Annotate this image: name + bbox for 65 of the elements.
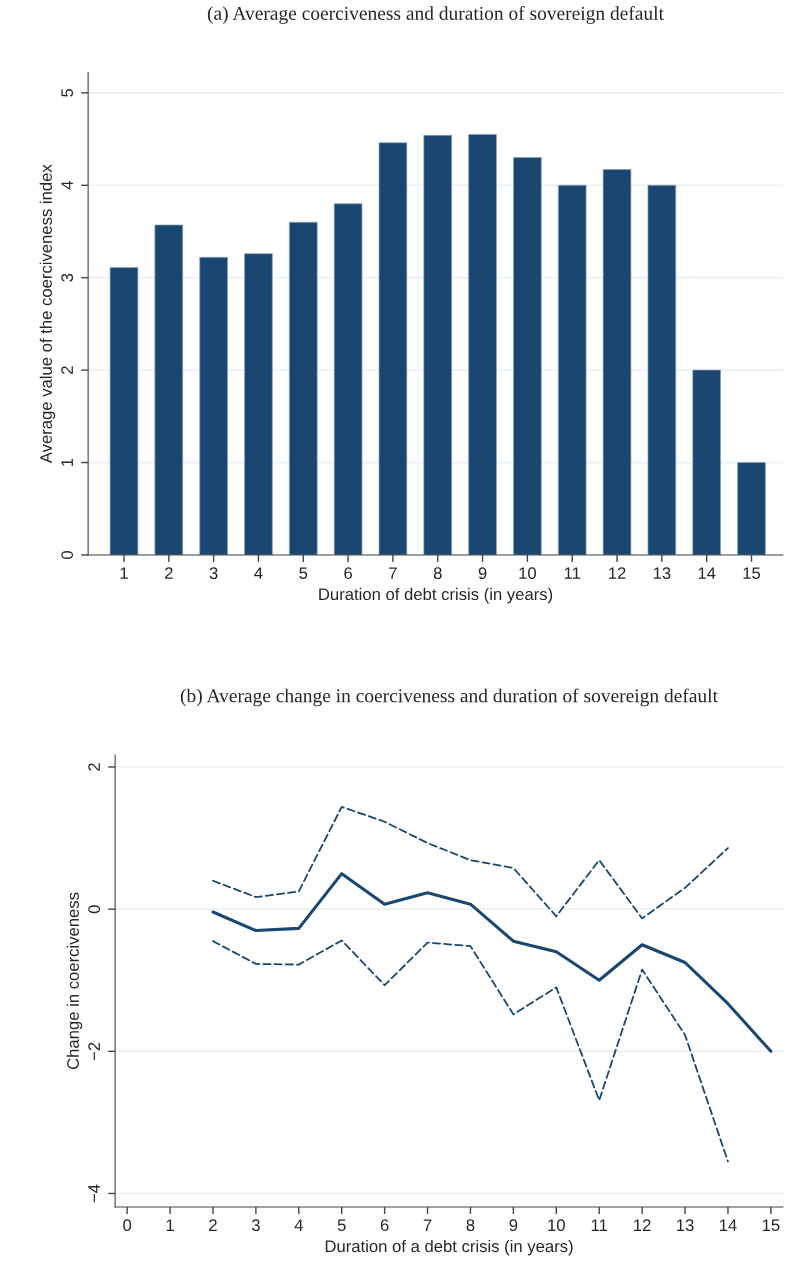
bar bbox=[199, 257, 228, 555]
y-tick-label: 2 bbox=[88, 763, 100, 771]
x-tick-label: 11 bbox=[564, 567, 581, 579]
x-tick-label: 7 bbox=[389, 567, 397, 579]
x-tick-label: 2 bbox=[165, 567, 173, 579]
x-tick-label: 8 bbox=[466, 1219, 475, 1232]
x-axis-title: Duration of a debt crisis (in years) bbox=[325, 1239, 573, 1256]
x-tick-label: 13 bbox=[653, 567, 671, 580]
line-series bbox=[211, 872, 773, 1053]
x-axis-title: Duration of debt crisis (in years) bbox=[319, 587, 553, 604]
bar bbox=[602, 169, 632, 555]
y-tick-label: 1 bbox=[61, 458, 73, 466]
x-tick-label: 0 bbox=[123, 1219, 132, 1232]
x-tick-label: 3 bbox=[209, 567, 218, 580]
line-series bbox=[212, 939, 729, 1163]
x-tick-label: 12 bbox=[609, 567, 626, 579]
bar bbox=[109, 267, 139, 555]
bar bbox=[692, 369, 721, 555]
y-tick-label: 0 bbox=[61, 550, 74, 559]
y-tick-label: 5 bbox=[61, 88, 74, 97]
x-tick-label: 14 bbox=[698, 567, 716, 579]
x-tick-label: 8 bbox=[433, 567, 442, 580]
x-tick-label: 9 bbox=[478, 567, 487, 580]
y-axis-title: Change in coerciveness bbox=[66, 892, 83, 1070]
x-tick-label: 15 bbox=[762, 1219, 780, 1232]
y-tick-label: 0 bbox=[88, 905, 101, 914]
bar bbox=[244, 253, 273, 555]
y-tick-label: 3 bbox=[61, 273, 74, 282]
x-tick-label: 10 bbox=[548, 1219, 565, 1232]
chart-title: (b) Average change in coerciveness and duration of sovereign default bbox=[180, 688, 718, 707]
y-axis-title: Average value of the coerciveness index bbox=[39, 164, 56, 464]
x-tick-label: 2 bbox=[209, 1219, 217, 1231]
x-tick-label: 3 bbox=[251, 1219, 260, 1232]
x-tick-label: 4 bbox=[254, 567, 263, 579]
x-tick-label: 7 bbox=[423, 1219, 432, 1231]
bar bbox=[289, 221, 318, 555]
y-tick-label: 2 bbox=[61, 366, 73, 374]
x-tick-label: 15 bbox=[743, 567, 761, 580]
bar bbox=[378, 142, 408, 555]
x-tick-label: 9 bbox=[509, 1219, 518, 1232]
x-tick-label: 14 bbox=[719, 1219, 737, 1231]
bar bbox=[557, 184, 587, 555]
x-tick-label: 6 bbox=[380, 1219, 389, 1232]
x-tick-label: 12 bbox=[634, 1219, 651, 1231]
bar bbox=[647, 184, 677, 555]
x-tick-label: 13 bbox=[677, 1219, 694, 1232]
bar bbox=[423, 135, 452, 555]
line-series bbox=[212, 805, 729, 920]
y-tick-label: −4 bbox=[88, 1184, 100, 1203]
bar bbox=[513, 157, 542, 555]
bar bbox=[468, 134, 497, 555]
bar bbox=[333, 203, 363, 555]
x-tick-label: 1 bbox=[120, 567, 128, 579]
y-tick-label: 4 bbox=[61, 181, 73, 190]
x-tick-label: 5 bbox=[299, 567, 308, 580]
chart-title: (a) Average coerciveness and duration of sovereign default bbox=[207, 6, 664, 24]
x-tick-label: 4 bbox=[294, 1219, 303, 1231]
x-tick-label: 6 bbox=[344, 567, 353, 580]
x-tick-label: 1 bbox=[166, 1219, 174, 1231]
bar bbox=[154, 224, 184, 555]
x-tick-label: 5 bbox=[337, 1219, 346, 1232]
bar bbox=[737, 462, 766, 555]
x-tick-label: 11 bbox=[591, 1219, 608, 1231]
x-tick-label: 10 bbox=[519, 567, 537, 580]
y-tick-label: −2 bbox=[88, 1042, 100, 1061]
